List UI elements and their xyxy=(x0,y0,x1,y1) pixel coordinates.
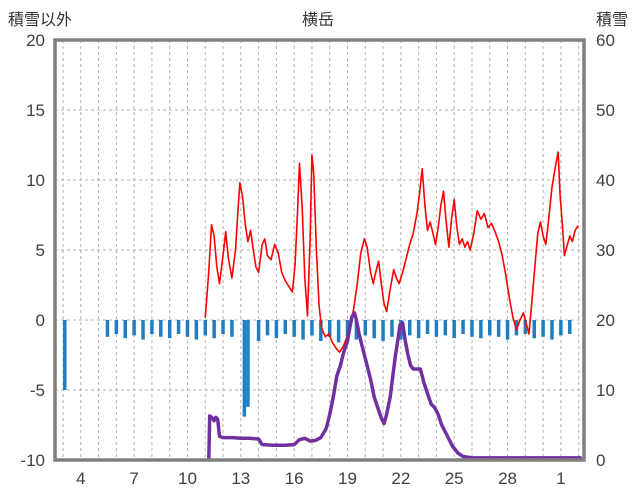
x-axis-tick-label: 10 xyxy=(178,469,197,488)
precipitation-bars xyxy=(132,320,136,336)
precipitation-bars xyxy=(381,320,385,341)
precipitation-bars xyxy=(256,320,261,341)
x-axis-tick-label: 4 xyxy=(76,469,85,488)
precipitation-bars xyxy=(246,320,250,407)
precipitation-bars xyxy=(354,320,359,340)
plot-border xyxy=(53,38,586,462)
precipitation-bars xyxy=(559,320,563,336)
x-axis-tick-label: 28 xyxy=(498,469,517,488)
precipitation-bars xyxy=(123,320,127,339)
precipitation-bars xyxy=(63,320,67,390)
precipitation-bars xyxy=(327,320,332,337)
precipitation-bars xyxy=(496,320,501,337)
precipitation-bars xyxy=(194,320,199,340)
snow-depth-line xyxy=(207,311,583,462)
precipitation-bars xyxy=(425,320,430,334)
precipitation-bars xyxy=(372,320,376,339)
precipitation-bars xyxy=(114,320,119,334)
right-axis-tick-label: 10 xyxy=(596,381,615,400)
precipitation-bars xyxy=(301,320,305,340)
right-axis-tick-label: 50 xyxy=(596,101,615,120)
left-axis-tick-label: 15 xyxy=(26,101,45,120)
precipitation-bars xyxy=(541,320,545,337)
precipitation-bars xyxy=(532,320,536,339)
left-axis-title: 積雪以外 xyxy=(8,12,73,29)
precipitation-bars xyxy=(443,320,448,336)
precipitation-bars xyxy=(242,320,247,417)
precipitation-bars xyxy=(310,320,314,336)
precipitation-bars xyxy=(479,320,483,339)
precipitation-bars xyxy=(505,320,510,340)
precipitation-bars xyxy=(292,320,296,337)
precipitation-bars xyxy=(523,320,528,334)
precipitation-bars xyxy=(461,320,465,334)
precipitation-bars xyxy=(203,320,208,336)
precipitation-bars xyxy=(230,320,234,337)
precipitation-bars xyxy=(416,320,421,339)
precipitation-bars xyxy=(452,320,456,339)
precipitation-bars xyxy=(221,320,225,334)
precipitation-bars xyxy=(150,320,154,334)
x-axis-tick-label: 19 xyxy=(338,469,357,488)
precipitation-bars xyxy=(185,320,190,337)
left-axis-tick-label: -10 xyxy=(20,451,45,470)
precipitation-bars xyxy=(159,320,163,337)
precipitation-bars xyxy=(265,320,270,336)
x-axis-tick-label: 16 xyxy=(285,469,304,488)
precipitation-bars xyxy=(274,320,279,339)
x-axis-tick-label: 22 xyxy=(391,469,410,488)
right-axis-tick-label: 20 xyxy=(596,311,615,330)
precipitation-bars xyxy=(434,320,439,337)
precipitation-bars xyxy=(105,320,110,337)
right-axis-tick-label: 40 xyxy=(596,171,615,190)
right-axis-tick-label: 0 xyxy=(596,451,605,470)
chart-title: 横岳 xyxy=(301,12,334,29)
precipitation-bars xyxy=(212,320,216,339)
precipitation-bars xyxy=(141,320,145,340)
right-axis-tick-label: 60 xyxy=(596,31,615,50)
precipitation-bars xyxy=(407,320,412,336)
precipitation-bars xyxy=(167,320,172,339)
left-axis-tick-label: 0 xyxy=(36,311,45,330)
x-axis-tick-label: 13 xyxy=(231,469,250,488)
x-axis-tick-label: 25 xyxy=(445,469,464,488)
left-axis-tick-label: 5 xyxy=(36,241,45,260)
left-axis-tick-label: 10 xyxy=(26,171,45,190)
x-axis-tick-label: 7 xyxy=(129,469,138,488)
temperature-line xyxy=(204,151,579,354)
precipitation-bars xyxy=(390,320,394,337)
left-axis-tick-label: -5 xyxy=(30,381,45,400)
precipitation-bars xyxy=(336,320,341,343)
precipitation-bars xyxy=(363,320,368,336)
left-axis-tick-label: 20 xyxy=(26,31,45,50)
x-axis-tick-label: 1 xyxy=(556,469,565,488)
precipitation-bars xyxy=(470,320,474,337)
precipitation-bars xyxy=(550,320,554,340)
precipitation-bars xyxy=(319,320,323,341)
right-axis-title: 積雪 xyxy=(595,12,628,29)
precipitation-bars xyxy=(176,320,181,334)
right-axis-tick-label: 30 xyxy=(596,241,615,260)
precipitation-bars xyxy=(345,320,350,337)
precipitation-bars xyxy=(488,320,492,336)
precipitation-bars xyxy=(568,320,572,334)
precipitation-bars xyxy=(283,320,288,334)
